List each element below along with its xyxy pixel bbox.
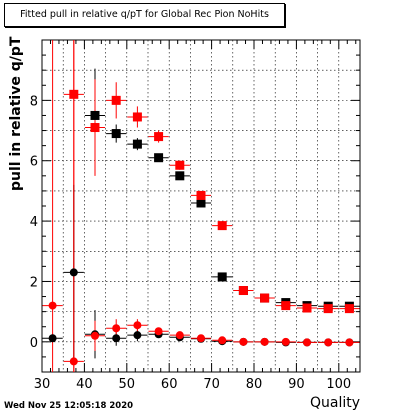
square-marker <box>196 190 206 200</box>
square-marker <box>154 153 164 163</box>
tick-labels: 30 40 50 60 70 80 90 100 0 2 4 6 8 <box>30 94 351 392</box>
y-tick-label: 4 <box>30 215 38 230</box>
circle-marker <box>112 324 121 333</box>
circle-marker <box>197 334 205 343</box>
square-marker <box>196 198 206 208</box>
square-marker <box>175 171 185 181</box>
circle-marker <box>91 331 99 340</box>
square-marker <box>111 129 121 139</box>
x-tick-label: 90 <box>288 377 305 392</box>
square-marker <box>302 303 312 313</box>
circle-marker <box>175 331 184 340</box>
square-marker <box>132 139 142 149</box>
square-marker <box>111 95 121 105</box>
circle-marker <box>260 337 269 346</box>
square-marker <box>69 89 79 99</box>
data-markers <box>48 89 354 366</box>
y-tick-label: 6 <box>30 155 38 170</box>
square-marker <box>90 123 100 133</box>
circle-marker <box>48 301 57 310</box>
circle-marker <box>281 337 290 346</box>
circle-marker <box>69 357 78 366</box>
circle-marker <box>133 331 142 340</box>
x-axis-label: Quality <box>309 395 360 411</box>
timestamp: Wed Nov 25 12:05:18 2020 <box>4 401 134 411</box>
circle-marker <box>112 334 121 343</box>
square-marker <box>217 272 227 282</box>
circle-marker <box>48 334 57 343</box>
circle-marker <box>345 338 354 347</box>
x-tick-label: 30 <box>34 377 51 392</box>
y-tick-label: 0 <box>30 336 38 351</box>
square-marker <box>132 112 142 122</box>
y-tick-label: 2 <box>30 275 38 290</box>
square-marker <box>175 160 185 170</box>
circle-marker <box>218 336 227 345</box>
circle-marker <box>239 337 248 346</box>
x-tick-label: 50 <box>119 377 136 392</box>
circle-marker <box>69 268 78 277</box>
chart-title: Fitted pull in relative q/pT for Global … <box>20 9 269 20</box>
square-marker <box>281 301 291 311</box>
y-axis-label: pull in relative q/pT <box>8 36 24 191</box>
chart-title-box: Fitted pull in relative q/pT for Global … <box>4 3 285 27</box>
axes <box>41 39 361 373</box>
square-marker <box>90 110 100 120</box>
circle-marker <box>303 338 311 347</box>
x-tick-label: 80 <box>246 377 263 392</box>
square-marker <box>238 286 248 296</box>
circle-marker <box>133 321 142 330</box>
square-marker <box>217 221 227 231</box>
circle-marker <box>324 338 333 347</box>
square-marker <box>344 304 354 314</box>
x-tick-label: 60 <box>161 377 178 392</box>
x-tick-label: 70 <box>203 377 220 392</box>
square-marker <box>323 304 333 314</box>
circle-marker <box>154 327 163 336</box>
y-tick-label: 8 <box>30 94 38 109</box>
x-tick-label: 100 <box>326 377 351 392</box>
square-marker <box>154 132 164 142</box>
x-tick-label: 40 <box>76 377 93 392</box>
square-marker <box>260 293 270 303</box>
